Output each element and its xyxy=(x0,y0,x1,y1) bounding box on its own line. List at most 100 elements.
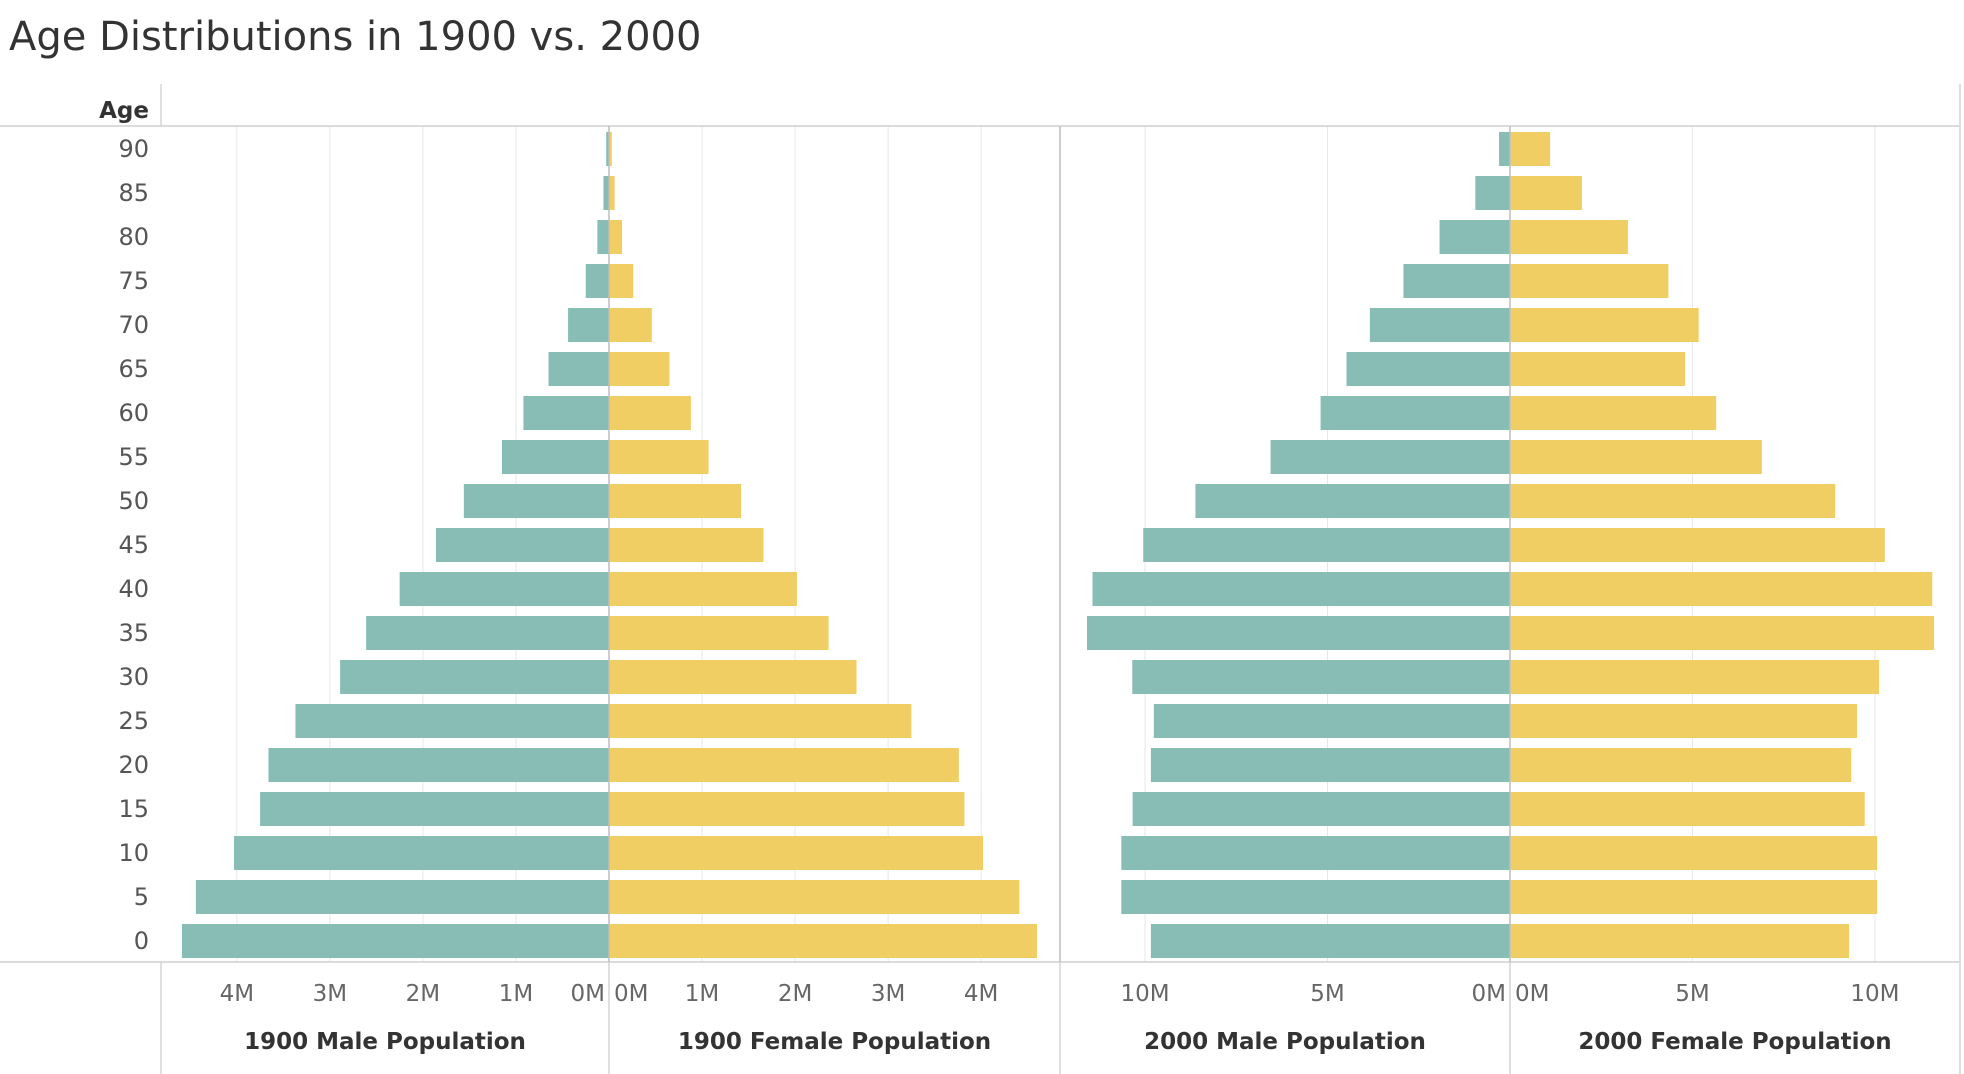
labels: Age 4M 3M 2M 1M 0M 0M 1M 2M 3M 4M 10M 5M 0M 0M 5M 10M 90… xyxy=(99,98,1899,1055)
bar-2000-male-population-age-45 xyxy=(1143,528,1510,562)
x-tick-label: 0M xyxy=(571,981,605,1007)
bar-1900-female-population-age-25 xyxy=(609,704,912,738)
bar-2000-female-population-age-55 xyxy=(1510,440,1762,474)
bar-1900-male-population-age-45 xyxy=(435,528,609,562)
x-tick-label: 10M xyxy=(1120,981,1169,1007)
age-label: 75 xyxy=(118,267,149,295)
x-tick-label: 4M xyxy=(220,981,254,1007)
bar-1900-female-population-age-55 xyxy=(609,440,709,474)
age-label: 65 xyxy=(118,355,149,383)
bar-1900-female-population-age-60 xyxy=(609,396,691,430)
bar-1900-male-population-age-70 xyxy=(568,308,609,342)
age-label: 0 xyxy=(134,927,149,955)
bar-2000-male-population-age-90 xyxy=(1499,132,1510,166)
bar-1900-male-population-age-60 xyxy=(523,396,609,430)
bar-2000-female-population-age-35 xyxy=(1510,616,1935,650)
x-tick-label: 2M xyxy=(406,981,440,1007)
bar-2000-female-population-age-85 xyxy=(1510,176,1582,210)
bar-2000-female-population-age-30 xyxy=(1510,660,1879,694)
age-label: 50 xyxy=(118,487,149,515)
x-tick-label: 5M xyxy=(1310,981,1344,1007)
x-tick-label: 4M xyxy=(964,981,998,1007)
bar-2000-female-population-age-60 xyxy=(1510,396,1717,430)
bar-1900-female-population-age-90 xyxy=(609,132,612,166)
bar-2000-male-population-age-35 xyxy=(1087,616,1510,650)
bar-2000-female-population-age-40 xyxy=(1510,572,1933,606)
x-tick-label: 0M xyxy=(614,981,648,1007)
bar-1900-male-population-age-35 xyxy=(366,616,609,650)
age-label: 35 xyxy=(118,619,149,647)
bar-1900-male-population-age-10 xyxy=(234,836,609,870)
bar-1900-male-population-age-55 xyxy=(502,440,609,474)
age-label: 15 xyxy=(118,795,149,823)
age-label: 10 xyxy=(118,839,149,867)
bar-1900-male-population-age-30 xyxy=(340,660,609,694)
bar-2000-female-population-age-5 xyxy=(1510,880,1878,914)
bar-1900-female-population-age-0 xyxy=(609,924,1037,958)
bar-2000-male-population-age-5 xyxy=(1121,880,1510,914)
bar-2000-male-population-age-15 xyxy=(1132,792,1510,826)
bar-1900-female-population-age-30 xyxy=(609,660,857,694)
bar-1900-female-population-age-10 xyxy=(609,836,984,870)
bar-1900-male-population-age-20 xyxy=(268,748,609,782)
bar-2000-male-population-age-30 xyxy=(1132,660,1510,694)
x-tick-label: 0M xyxy=(1472,981,1506,1007)
bar-1900-male-population-age-15 xyxy=(260,792,609,826)
bar-1900-male-population-age-0 xyxy=(181,924,610,958)
bar-2000-female-population-age-25 xyxy=(1510,704,1858,738)
chart-frame xyxy=(0,84,1961,1074)
bar-1900-male-population-age-50 xyxy=(463,484,609,518)
bar-1900-female-population-age-35 xyxy=(609,616,829,650)
bar-1900-female-population-age-50 xyxy=(609,484,742,518)
bar-2000-female-population-age-45 xyxy=(1510,528,1885,562)
bar-1900-female-population-age-70 xyxy=(609,308,652,342)
age-label: 25 xyxy=(118,707,149,735)
bar-2000-male-population-age-55 xyxy=(1270,440,1510,474)
bar-1900-female-population-age-85 xyxy=(609,176,615,210)
bar-2000-female-population-age-0 xyxy=(1510,924,1850,958)
bar-2000-female-population-age-65 xyxy=(1510,352,1686,386)
bar-2000-male-population-age-60 xyxy=(1320,396,1510,430)
bar-2000-female-population-age-15 xyxy=(1510,792,1865,826)
age-label: 30 xyxy=(118,663,149,691)
age-label: 45 xyxy=(118,531,149,559)
bar-1900-female-population-age-75 xyxy=(609,264,634,298)
bar-1900-female-population-age-5 xyxy=(609,880,1020,914)
x-tick-label: 1M xyxy=(685,981,719,1007)
x-tick-label: 2M xyxy=(778,981,812,1007)
bar-1900-male-population-age-5 xyxy=(195,880,609,914)
age-label: 20 xyxy=(118,751,149,779)
bar-2000-male-population-age-80 xyxy=(1439,220,1510,254)
panel-header: 1900 Female Population xyxy=(678,1029,991,1055)
age-label: 80 xyxy=(118,223,149,251)
bar-2000-male-population-age-65 xyxy=(1346,352,1510,386)
bar-1900-male-population-age-90 xyxy=(606,132,609,166)
bar-1900-female-population-age-15 xyxy=(609,792,965,826)
x-tick-label: 3M xyxy=(871,981,905,1007)
bar-2000-male-population-age-0 xyxy=(1150,924,1510,958)
bar-1900-male-population-age-65 xyxy=(548,352,609,386)
x-tick-label: 10M xyxy=(1850,981,1899,1007)
bar-1900-female-population-age-80 xyxy=(609,220,623,254)
panel-header: 1900 Male Population xyxy=(244,1029,526,1055)
bar-2000-male-population-age-25 xyxy=(1153,704,1510,738)
age-label: 40 xyxy=(118,575,149,603)
bar-2000-female-population-age-90 xyxy=(1510,132,1551,166)
x-tick-label: 0M xyxy=(1515,981,1549,1007)
panel-header: 2000 Male Population xyxy=(1144,1029,1426,1055)
bar-2000-female-population-age-80 xyxy=(1510,220,1628,254)
age-label: 90 xyxy=(118,135,149,163)
bar-1900-male-population-age-40 xyxy=(399,572,609,606)
bar-1900-male-population-age-25 xyxy=(295,704,609,738)
bar-1900-female-population-age-45 xyxy=(609,528,764,562)
bar-2000-female-population-age-75 xyxy=(1510,264,1669,298)
bars xyxy=(181,132,1935,958)
bar-2000-male-population-age-10 xyxy=(1121,836,1510,870)
bar-2000-female-population-age-70 xyxy=(1510,308,1699,342)
bar-2000-female-population-age-50 xyxy=(1510,484,1836,518)
bar-1900-female-population-age-40 xyxy=(609,572,797,606)
age-label: 85 xyxy=(118,179,149,207)
bar-1900-male-population-age-80 xyxy=(597,220,609,254)
panel-header: 2000 Female Population xyxy=(1578,1029,1891,1055)
bar-2000-male-population-age-70 xyxy=(1369,308,1510,342)
